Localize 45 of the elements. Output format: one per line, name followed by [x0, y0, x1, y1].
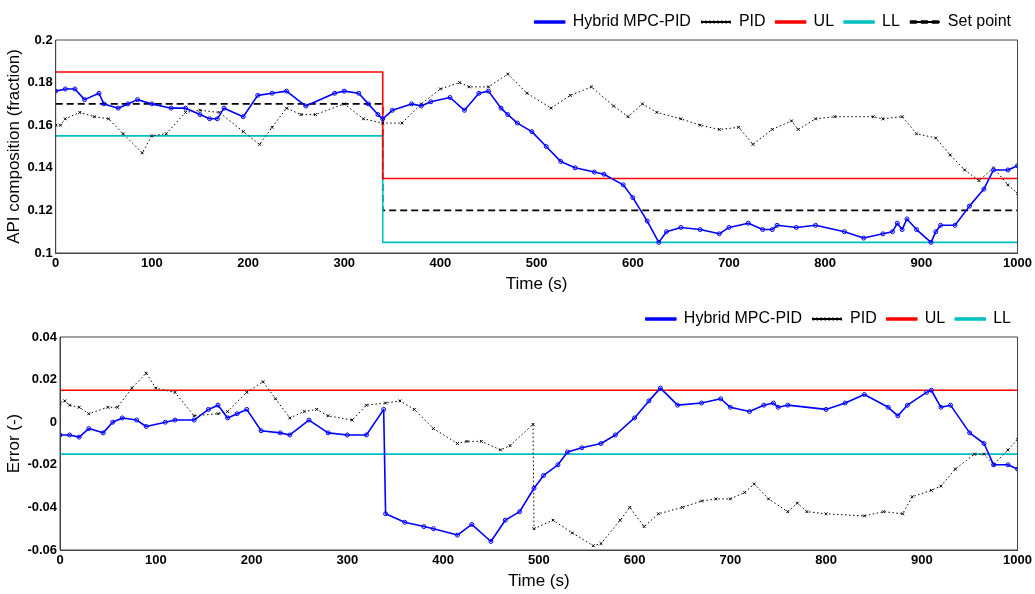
legend-label: UL	[813, 12, 835, 30]
y-tick-label: 0.18	[27, 74, 53, 90]
x-tick-label: 100	[141, 255, 163, 271]
x-tick-label: 300	[333, 255, 356, 271]
x-tick-label: 800	[814, 255, 837, 271]
y-tick-label: 0.04	[31, 328, 58, 344]
legend-label: LL	[993, 309, 1012, 327]
x-tick-label: 1000	[1003, 255, 1032, 271]
legend-label: UL	[924, 309, 946, 327]
legend-label: LL	[882, 12, 900, 30]
y-tick-label: 0.12	[27, 201, 53, 217]
x-tick-label: 700	[719, 552, 742, 568]
y-tick-label: 0.02	[31, 371, 58, 387]
y-tick-label: 0.2	[34, 31, 53, 47]
x-tick-label: 100	[144, 552, 167, 568]
x-tick-label: 700	[718, 255, 740, 271]
y-tick-label: 0.1	[34, 244, 53, 260]
legend-label: PID	[738, 12, 766, 30]
y-tick-label: -0.04	[27, 498, 58, 514]
x-tick-label: 400	[432, 552, 454, 568]
x-tick-label: 400	[429, 255, 452, 271]
x-tick-label: 600	[623, 552, 646, 568]
x-tick-label: 1000	[1003, 552, 1032, 568]
y-axis-title: API composition (fraction)	[3, 49, 23, 244]
x-tick-label: 200	[240, 552, 263, 568]
y-tick-label: 0	[49, 413, 58, 429]
x-tick-label: 800	[815, 552, 837, 568]
y-tick-label: -0.06	[27, 541, 58, 557]
legend-label: PID	[850, 309, 877, 327]
x-tick-label: 600	[621, 255, 644, 271]
x-tick-label: 200	[237, 255, 259, 271]
x-tick-label: 900	[910, 255, 933, 271]
legend-label: Set point	[947, 12, 1012, 30]
y-tick-label: 0.16	[27, 116, 53, 132]
x-tick-label: 900	[910, 552, 933, 568]
y-tick-label: -0.02	[27, 456, 58, 472]
x-axis-title: Time (s)	[505, 274, 568, 294]
x-tick-label: 500	[527, 552, 550, 568]
x-tick-label: 300	[336, 552, 359, 568]
y-tick-label: 0.14	[27, 159, 54, 175]
x-tick-label: 500	[525, 255, 548, 271]
legend-label: Hybrid MPC-PID	[572, 12, 691, 30]
x-axis-title: Time (s)	[507, 571, 570, 591]
legend-label: Hybrid MPC-PID	[683, 309, 803, 327]
y-axis-title: Error (-)	[3, 413, 23, 474]
